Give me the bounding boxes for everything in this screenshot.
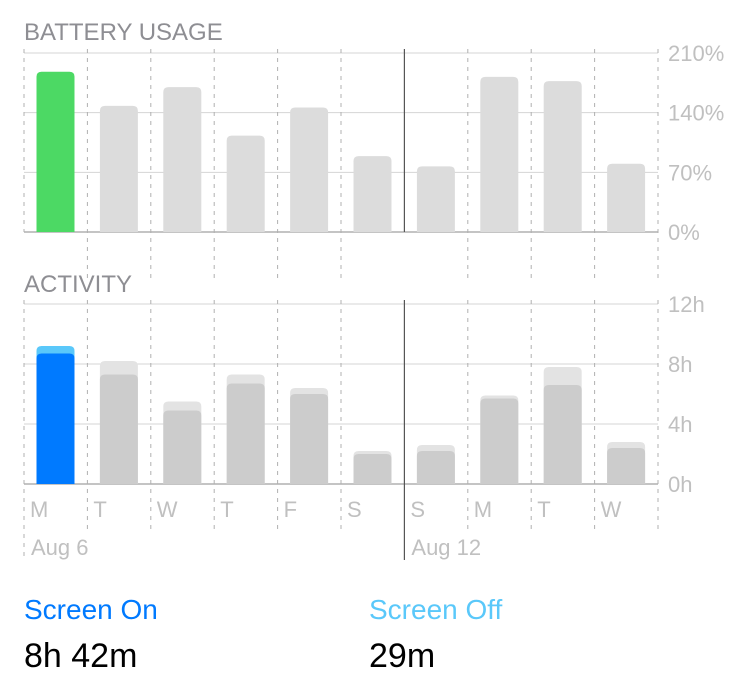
activity-bar-primary <box>353 454 392 484</box>
day-label: S <box>410 497 425 522</box>
activity-y-tick-label: 12h <box>668 292 705 317</box>
activity-y-tick-label: 8h <box>668 352 692 377</box>
battery-bar <box>543 81 582 232</box>
activity-bar-primary <box>226 383 265 484</box>
battery-bar <box>416 166 455 232</box>
activity-chart: 0h 4h 8h 12h M T W T F S S M T W Aug 6 Aug 12 <box>23 292 705 560</box>
battery-usage-chart: 0% 70% 140% 210% <box>23 41 724 282</box>
activity-bar-primary <box>543 385 582 484</box>
battery-bar <box>163 87 202 232</box>
day-label: T <box>93 497 106 522</box>
activity-y-tick-label: 4h <box>668 412 692 437</box>
day-label: W <box>157 497 178 522</box>
activity-bar-primary <box>607 448 646 484</box>
battery-bar <box>36 71 75 232</box>
battery-y-tick-label: 70% <box>668 160 712 185</box>
day-label: M <box>30 497 48 522</box>
battery-bar <box>353 156 392 232</box>
battery-bar <box>607 163 646 232</box>
activity-bar-primary <box>416 451 455 484</box>
battery-bar <box>99 105 138 232</box>
day-label: F <box>284 497 297 522</box>
activity-bar-primary <box>99 374 138 484</box>
battery-y-tick-label: 140% <box>668 101 724 126</box>
screen-on-summary: Screen On 8h 42m <box>24 592 158 678</box>
day-label: T <box>220 497 233 522</box>
screen-on-label: Screen On <box>24 594 158 625</box>
battery-bar <box>226 135 265 232</box>
date-label: Aug 6 <box>31 535 89 560</box>
day-label: M <box>474 497 492 522</box>
battery-activity-chart: BATTERY USAGE ACTIVITY 0% 70% 140% 210% 0h 4… <box>23 19 724 560</box>
activity-title: ACTIVITY <box>24 271 132 298</box>
screen-off-label: Screen Off <box>369 594 503 625</box>
battery-usage-title: BATTERY USAGE <box>24 19 223 46</box>
date-label: Aug 12 <box>411 535 481 560</box>
day-label: S <box>347 497 362 522</box>
day-label: T <box>537 497 550 522</box>
day-label: W <box>601 497 622 522</box>
activity-y-tick-label: 0h <box>668 472 692 497</box>
activity-bar-primary <box>480 398 519 484</box>
battery-bar <box>480 76 519 232</box>
screen-on-value: 8h 42m <box>24 637 138 675</box>
battery-y-tick-label: 0% <box>668 220 700 245</box>
activity-bar-primary <box>163 410 202 484</box>
activity-bar-primary <box>290 394 329 484</box>
screen-off-summary: Screen Off 29m <box>369 592 502 678</box>
activity-bar-primary <box>36 353 75 484</box>
screen-off-value: 29m <box>369 637 436 675</box>
battery-y-tick-label: 210% <box>668 41 724 66</box>
battery-bar <box>290 107 329 232</box>
